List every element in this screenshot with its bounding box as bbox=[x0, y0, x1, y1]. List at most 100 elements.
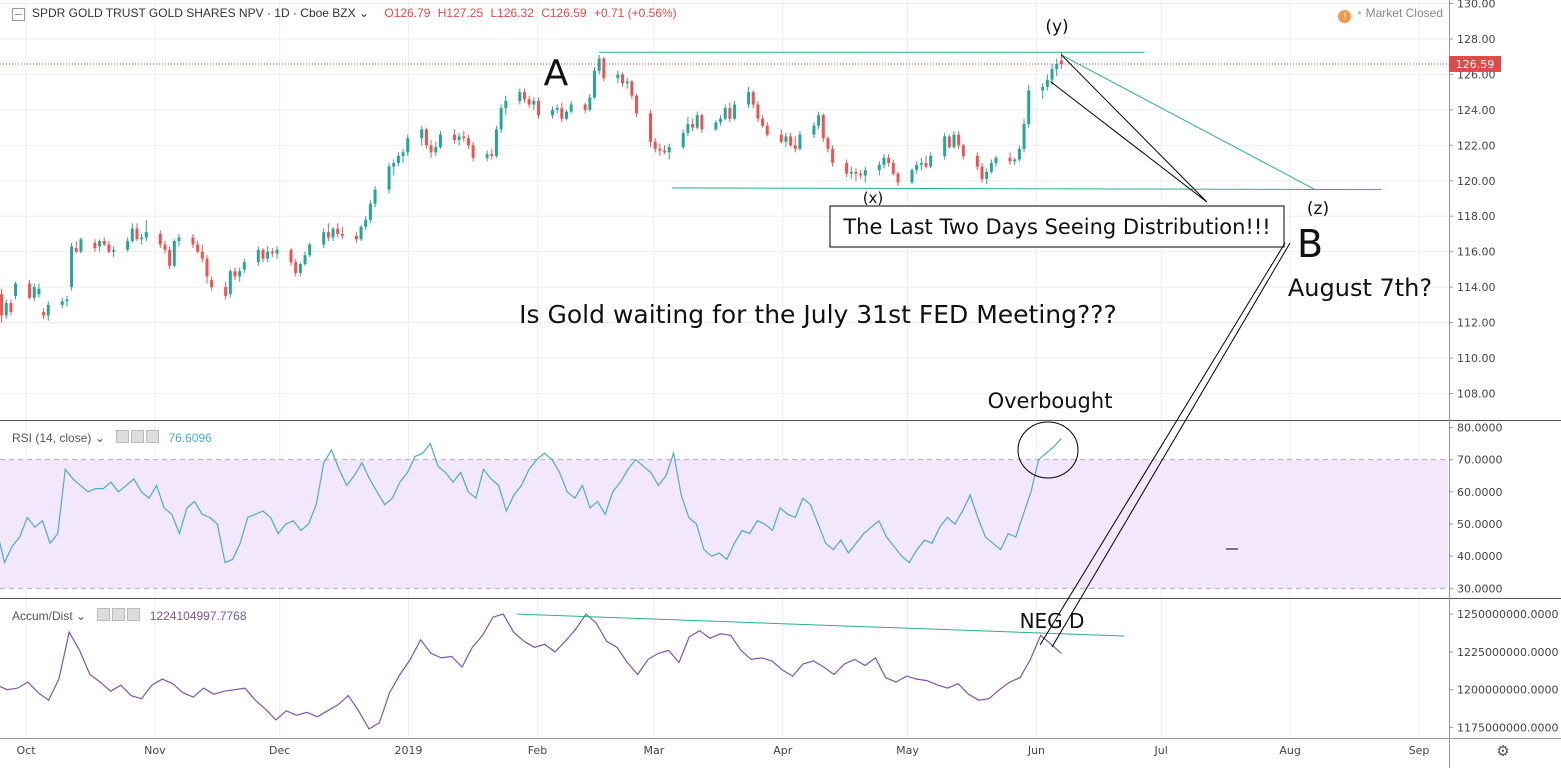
ad-legend[interactable]: Accum/Dist ⌄ 1224104997.7768 bbox=[12, 608, 247, 623]
eye-icon[interactable] bbox=[116, 430, 130, 443]
candle-body bbox=[980, 166, 984, 179]
close-icon[interactable] bbox=[146, 430, 160, 443]
candle-body bbox=[1017, 148, 1021, 160]
chevron-down-icon[interactable]: ⌄ bbox=[91, 431, 105, 445]
candle-body bbox=[1022, 124, 1026, 149]
candle-body bbox=[826, 138, 830, 149]
candle-body bbox=[765, 125, 769, 135]
candle-body bbox=[60, 301, 64, 305]
candle-body bbox=[919, 163, 923, 165]
rsi-legend[interactable]: RSI (14, close) ⌄ 76.6096 bbox=[12, 430, 212, 445]
rsi-axis-label: 50.0000 bbox=[1457, 518, 1503, 531]
candle-body bbox=[364, 219, 368, 227]
candle-body bbox=[532, 101, 536, 105]
gear-icon[interactable] bbox=[131, 430, 145, 443]
rsi-axis-label: 60.0000 bbox=[1457, 486, 1503, 499]
candle-body bbox=[200, 251, 204, 259]
candle-body bbox=[947, 136, 951, 148]
candle-body bbox=[452, 134, 456, 140]
candle-body bbox=[859, 173, 863, 176]
time-axis-label: Feb bbox=[528, 744, 547, 757]
candle-body bbox=[490, 154, 494, 156]
candle-body bbox=[817, 115, 821, 126]
candle-body bbox=[14, 283, 18, 296]
candle-body bbox=[499, 108, 503, 130]
candle-body bbox=[625, 81, 629, 84]
candle-body bbox=[163, 244, 167, 250]
candle-body bbox=[877, 164, 881, 171]
candle-body bbox=[37, 288, 41, 295]
candle-body bbox=[177, 237, 181, 242]
candle-body bbox=[210, 280, 214, 288]
rsi-band bbox=[0, 459, 1448, 589]
price-axis-label: 112.00 bbox=[1457, 317, 1496, 330]
wave-label-z: (z) bbox=[1307, 199, 1329, 219]
candle-body bbox=[74, 248, 78, 252]
candle-body bbox=[952, 134, 956, 148]
candle-body bbox=[196, 244, 200, 252]
time-axis-label: May bbox=[896, 744, 919, 757]
ad-label[interactable]: Accum/Dist bbox=[12, 609, 73, 623]
candle-body bbox=[667, 147, 671, 153]
candle-body bbox=[429, 145, 433, 153]
time-axis-label: Apr bbox=[773, 744, 793, 757]
ad-axis-label: 1225000000.0000 bbox=[1457, 646, 1558, 659]
chevron-down-icon[interactable]: ⌄ bbox=[355, 6, 370, 20]
candle-body bbox=[961, 145, 965, 156]
ad-axis-label: 1200000000.0000 bbox=[1457, 684, 1558, 697]
ad-legend-buttons bbox=[97, 608, 142, 623]
candle-body bbox=[593, 70, 597, 98]
candle-body bbox=[158, 233, 162, 245]
chevron-down-icon[interactable]: ⌄ bbox=[72, 609, 87, 623]
candle-body bbox=[555, 108, 559, 110]
candle-body bbox=[747, 92, 751, 105]
candle-body bbox=[789, 136, 793, 146]
candle-body bbox=[560, 108, 564, 119]
annotation-box-text: The Last Two Days Seeing Distribution!!! bbox=[842, 215, 1270, 239]
candle-body bbox=[336, 228, 340, 234]
date-annotation: August 7th? bbox=[1288, 274, 1432, 302]
candle-body bbox=[723, 108, 727, 119]
candle-body bbox=[733, 104, 737, 119]
candle-body bbox=[756, 104, 760, 119]
time-axis-label: Oct bbox=[16, 744, 36, 757]
divergence-line bbox=[1051, 242, 1291, 648]
pointer-line bbox=[1050, 81, 1208, 203]
price-axis-label: 122.00 bbox=[1457, 139, 1496, 152]
candle-body bbox=[915, 164, 919, 171]
price-axis-label: 128.00 bbox=[1457, 33, 1496, 46]
question-annotation: Is Gold waiting for the July 31st FED Me… bbox=[519, 300, 1117, 329]
candle-body bbox=[298, 264, 302, 273]
candle-body bbox=[434, 147, 438, 153]
candle-body bbox=[681, 132, 685, 148]
gear-icon[interactable]: ⚙ bbox=[1496, 742, 1509, 760]
candle-body bbox=[406, 138, 410, 153]
time-axis-label: Mar bbox=[644, 744, 665, 757]
close-icon[interactable] bbox=[127, 608, 141, 621]
collapse-icon[interactable] bbox=[12, 8, 25, 21]
candle-body bbox=[140, 237, 144, 240]
candle-body bbox=[1055, 63, 1059, 70]
candle-body bbox=[65, 299, 69, 302]
candle-body bbox=[233, 271, 237, 277]
eye-icon[interactable] bbox=[97, 608, 111, 621]
overbought-circle bbox=[1017, 421, 1079, 479]
candle-body bbox=[635, 95, 639, 114]
candle-body bbox=[256, 249, 260, 263]
rsi-label[interactable]: RSI (14, close) bbox=[12, 431, 92, 445]
market-status[interactable]: ! • Market Closed bbox=[1338, 6, 1443, 23]
candle-body bbox=[107, 244, 111, 252]
candle-body bbox=[985, 171, 989, 179]
candle-body bbox=[331, 228, 335, 238]
projection-line bbox=[1061, 54, 1316, 191]
market-status-label: Market Closed bbox=[1365, 6, 1443, 20]
symbol-title[interactable]: SPDR GOLD TRUST GOLD SHARES NPV · 1D · C… bbox=[32, 6, 356, 20]
candle-body bbox=[392, 163, 396, 167]
price-axis-label: 124.00 bbox=[1457, 104, 1496, 117]
candle-body bbox=[294, 262, 298, 273]
gear-icon[interactable] bbox=[112, 608, 126, 621]
candle-body bbox=[102, 241, 106, 245]
time-axis-label: Dec bbox=[269, 744, 290, 757]
divergence-line bbox=[1039, 242, 1286, 646]
